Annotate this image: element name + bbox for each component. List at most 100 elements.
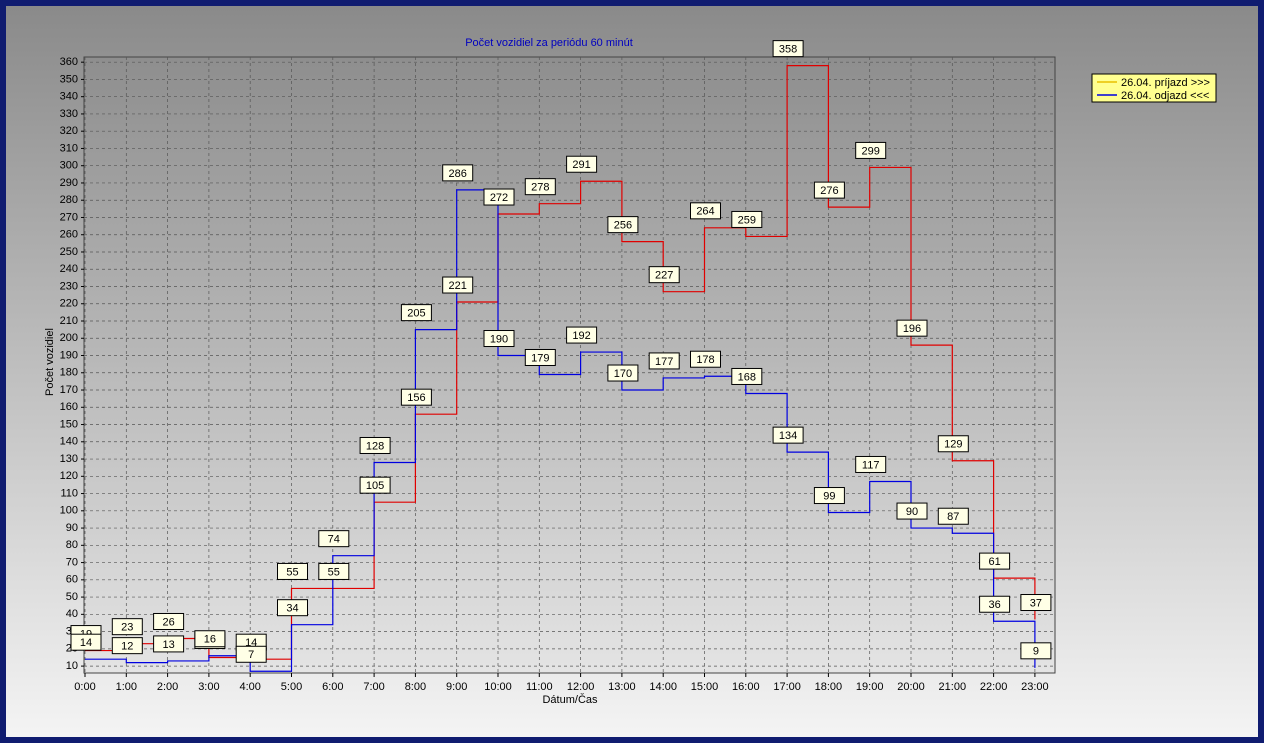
value-label: 286	[449, 168, 467, 180]
value-label-box	[70, 633, 102, 651]
x-tick-label: 8:00	[405, 681, 426, 693]
y-tick-label: 260	[60, 229, 78, 241]
value-label-box	[772, 40, 804, 58]
x-tick-label: 20:00	[897, 681, 925, 693]
value-label: 196	[903, 323, 921, 335]
value-label-box	[855, 455, 887, 473]
value-label: 26	[162, 616, 174, 628]
y-tick-label: 220	[60, 298, 78, 310]
value-label: 205	[407, 308, 425, 320]
value-label-box	[235, 645, 267, 663]
x-tick-label: 22:00	[980, 681, 1008, 693]
y-tick-label: 140	[60, 436, 78, 448]
value-label-box	[400, 388, 432, 406]
y-tick-label: 360	[60, 56, 78, 68]
value-label-box	[896, 319, 928, 337]
x-tick-label: 3:00	[198, 681, 219, 693]
value-label: 129	[944, 439, 962, 451]
y-tick-label: 200	[60, 332, 78, 344]
value-label-box	[566, 155, 598, 173]
value-label: 16	[204, 634, 216, 646]
x-tick-label: 10:00	[484, 681, 512, 693]
value-label: 170	[614, 368, 632, 380]
legend-label: 26.04. príjazd >>>	[1121, 77, 1210, 89]
x-tick-label: 13:00	[608, 681, 636, 693]
value-label: 90	[906, 506, 918, 518]
x-tick-label: 11:00	[526, 681, 553, 693]
value-label-box	[979, 595, 1011, 613]
y-tick-label: 230	[60, 280, 78, 292]
value-label: 291	[572, 159, 590, 171]
value-label-box	[442, 164, 474, 182]
y-tick-label: 180	[60, 367, 78, 379]
value-label: 168	[738, 371, 756, 383]
value-label: 128	[366, 440, 384, 452]
x-tick-label: 9:00	[446, 681, 467, 693]
x-tick-label: 16:00	[732, 681, 760, 693]
y-tick-label: 150	[60, 418, 78, 430]
value-label: 36	[988, 599, 1000, 611]
x-tick-label: 15:00	[691, 681, 719, 693]
y-tick-label: 170	[60, 384, 78, 396]
x-tick-label: 7:00	[363, 681, 384, 693]
y-tick-label: 270	[60, 211, 78, 223]
value-label-box	[483, 330, 515, 348]
value-label-box	[937, 435, 969, 453]
y-tick-label: 120	[60, 470, 78, 482]
y-tick-label: 90	[66, 522, 78, 534]
x-tick-label: 5:00	[281, 681, 302, 693]
value-label-box	[648, 352, 680, 370]
value-label: 23	[121, 622, 133, 634]
value-label-box	[277, 599, 308, 617]
value-label: 156	[407, 392, 425, 404]
y-tick-label: 130	[60, 453, 78, 465]
x-tick-label: 6:00	[322, 681, 343, 693]
y-tick-label: 300	[60, 160, 78, 172]
x-tick-label: 19:00	[856, 681, 884, 693]
value-label-box	[318, 562, 350, 580]
value-label: 221	[449, 280, 467, 292]
value-label: 276	[820, 185, 838, 197]
value-label-box	[153, 635, 185, 653]
value-label-box	[813, 181, 845, 199]
value-label-box	[813, 487, 845, 505]
value-label: 272	[490, 192, 508, 204]
value-label-box	[648, 266, 680, 284]
y-tick-label: 250	[60, 246, 78, 258]
y-tick-label: 350	[60, 73, 78, 85]
value-label: 278	[531, 182, 549, 194]
value-label: 7	[248, 649, 254, 661]
value-label: 190	[490, 333, 508, 345]
value-label-box	[153, 612, 185, 630]
value-label: 55	[328, 566, 340, 578]
value-label: 105	[366, 480, 384, 492]
value-label: 87	[947, 511, 959, 523]
value-label-box	[855, 141, 887, 159]
value-label-box	[524, 348, 556, 366]
value-label: 264	[696, 206, 714, 218]
y-tick-label: 110	[60, 487, 78, 499]
value-label-box	[442, 276, 474, 294]
value-label-box	[483, 188, 515, 206]
y-tick-label: 40	[66, 608, 78, 620]
y-tick-label: 190	[60, 349, 78, 361]
y-tick-label: 240	[60, 263, 78, 275]
value-label: 99	[823, 490, 835, 502]
y-tick-label: 10	[66, 660, 78, 672]
value-label: 358	[779, 44, 797, 56]
value-label: 227	[655, 270, 673, 282]
value-label-box	[194, 630, 226, 648]
x-axis-label: Dátum/Čas	[542, 693, 598, 706]
value-label-box	[1020, 594, 1052, 612]
x-tick-label: 17:00	[773, 681, 801, 693]
value-label-box	[690, 350, 721, 368]
x-tick-label: 21:00	[939, 681, 967, 693]
x-tick-label: 18:00	[815, 681, 843, 693]
y-tick-label: 210	[60, 315, 78, 327]
value-label-box	[359, 436, 391, 454]
value-label: 37	[1030, 597, 1042, 609]
y-tick-label: 310	[60, 142, 78, 154]
value-label: 74	[328, 534, 340, 546]
y-tick-label: 70	[66, 556, 78, 568]
